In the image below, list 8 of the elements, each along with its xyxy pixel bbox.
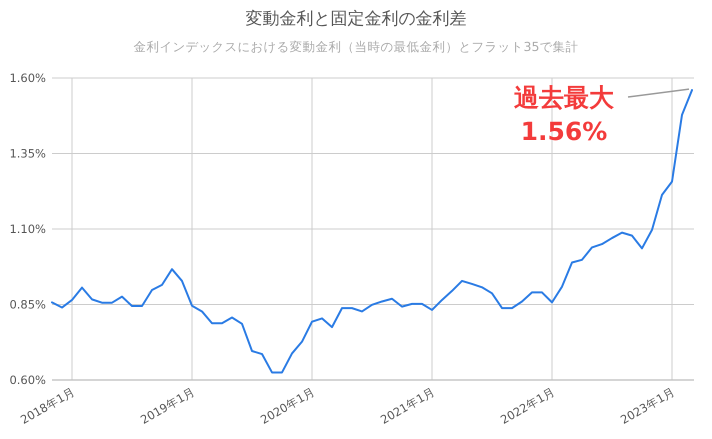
y-tick-label: 0.60% [9,373,46,387]
y-tick-label: 1.60% [9,71,46,85]
chart-subtitle: 金利インデックスにおける変動金利（当時の最低金利）とフラット35で集計 [134,39,578,54]
y-tick-label: 1.35% [9,146,46,160]
y-tick-label: 0.85% [9,298,46,312]
y-tick-label: 1.10% [9,222,46,236]
annotation: 過去最大 1.56% [514,83,615,146]
chart-title: 変動金利と固定金利の金利差 [246,9,466,29]
